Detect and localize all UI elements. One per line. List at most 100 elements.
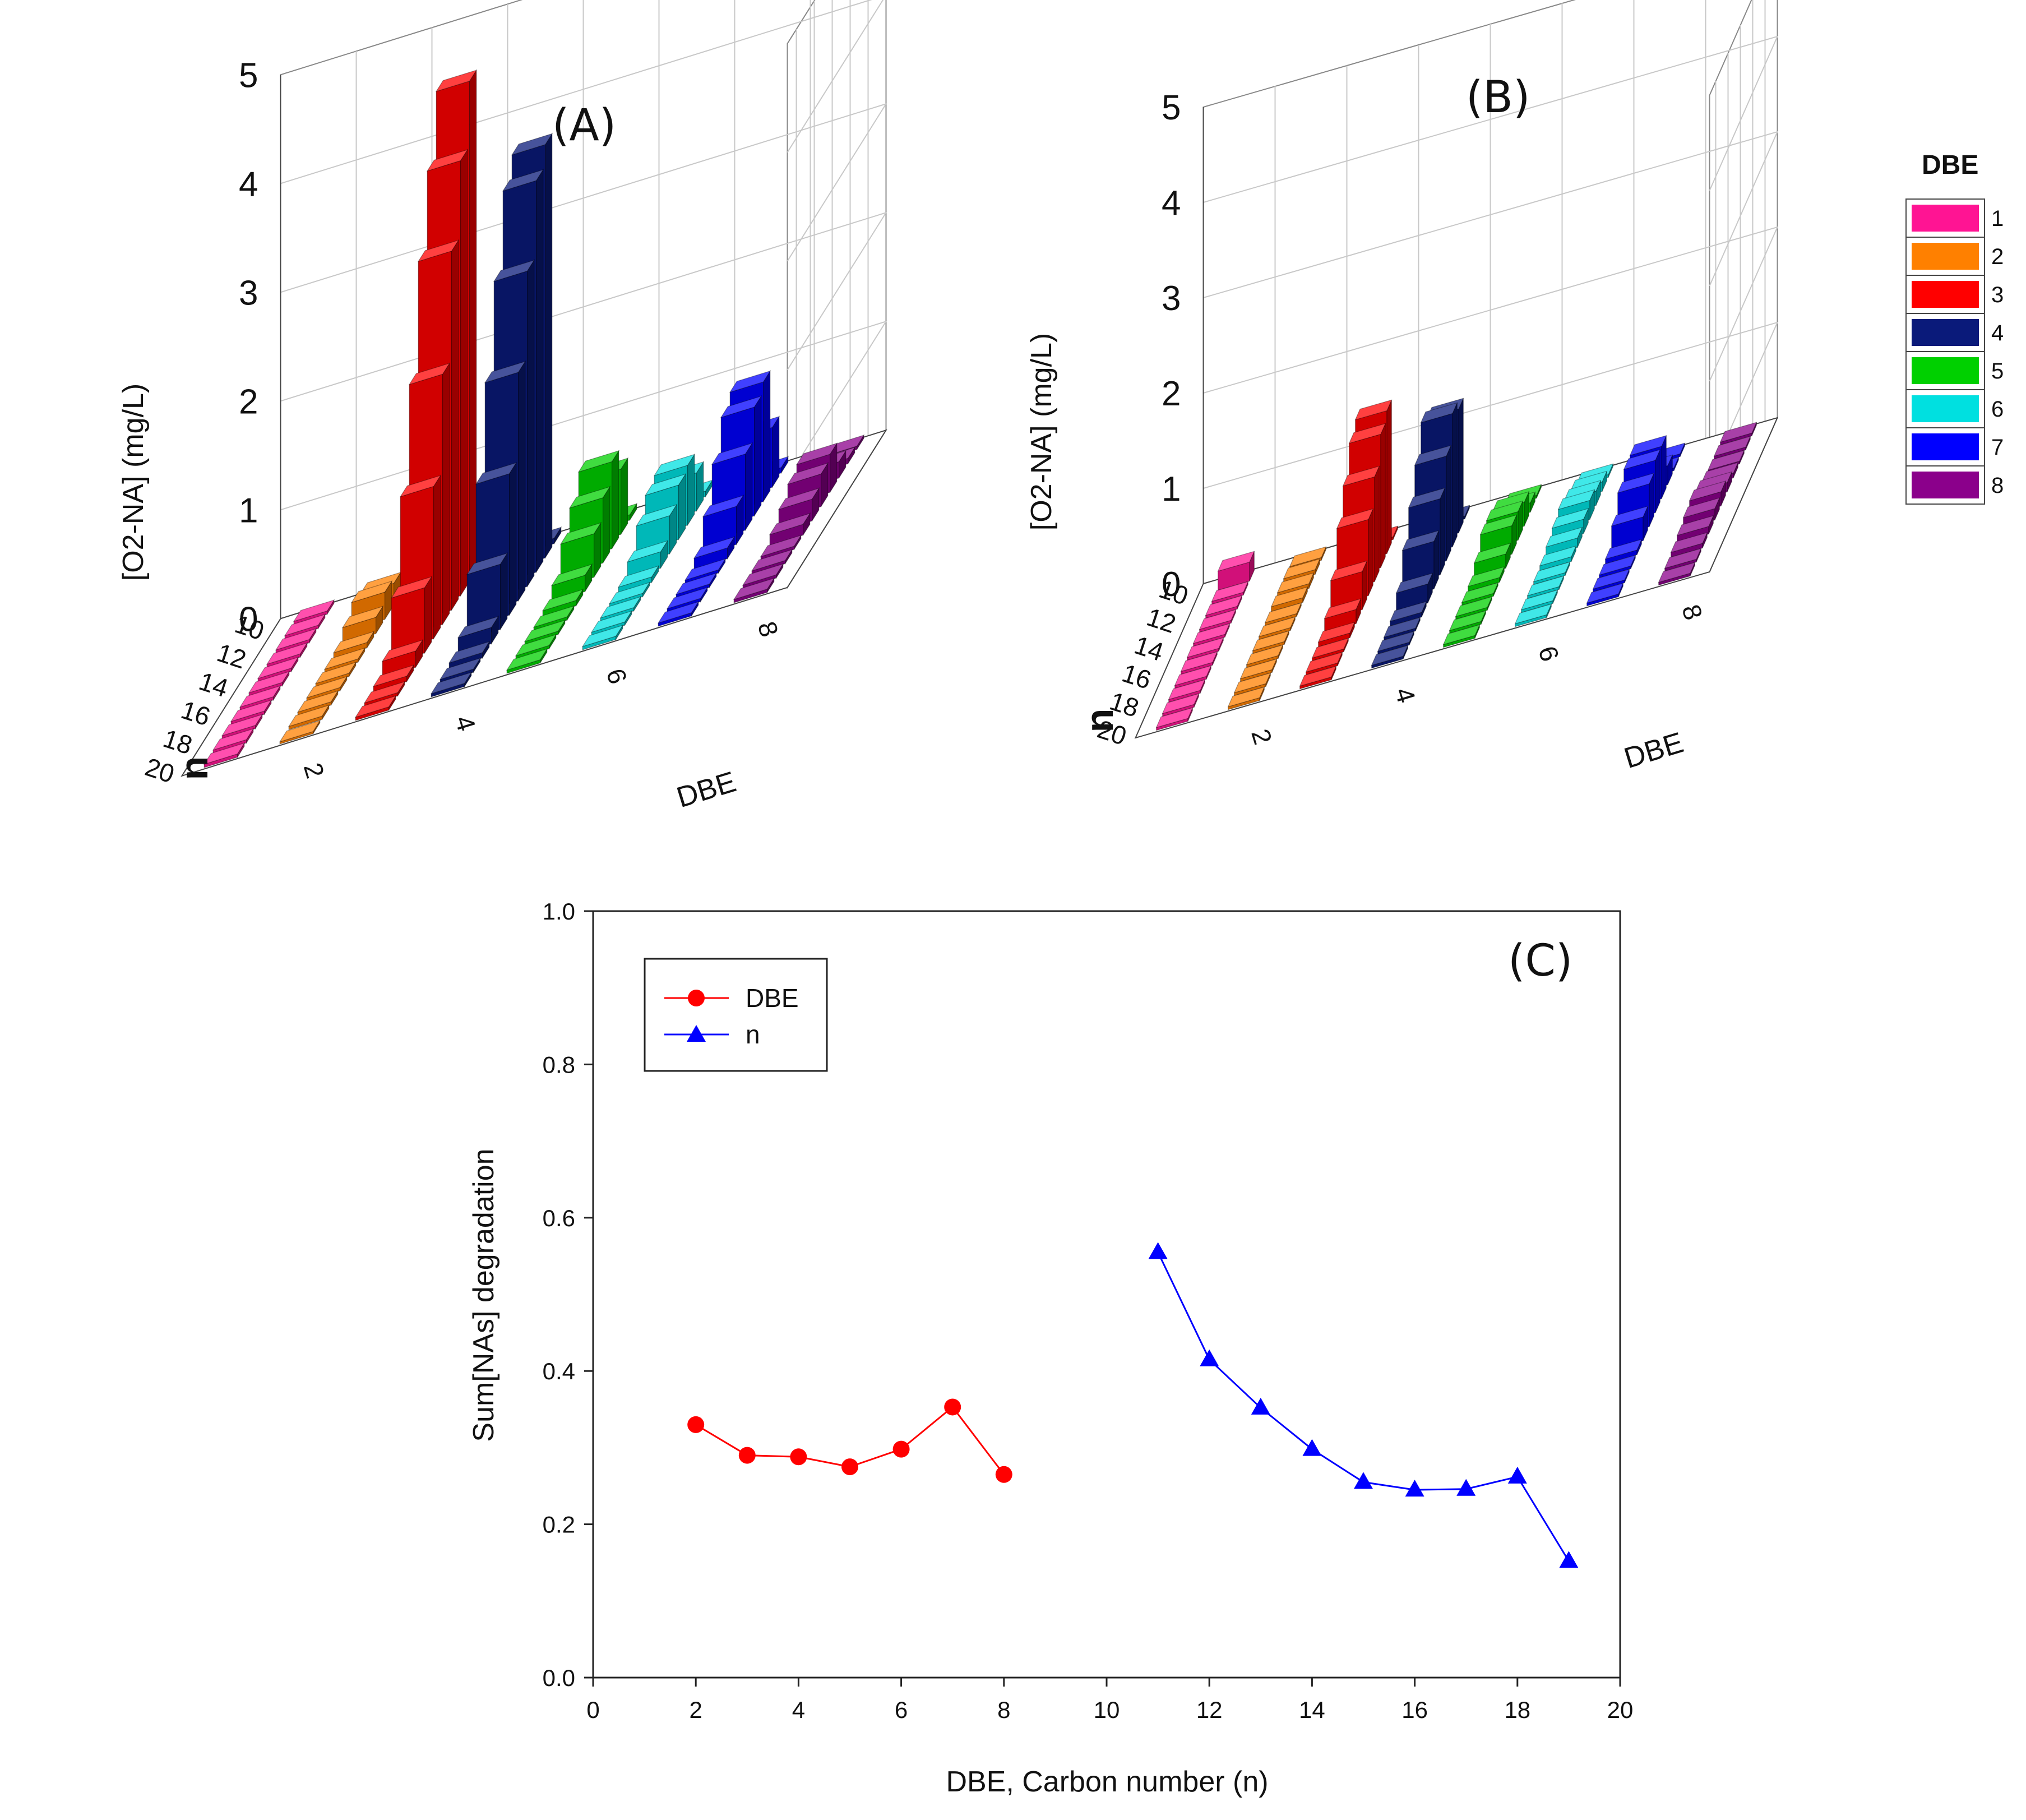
- bar-dbe7-n18: [1598, 555, 1636, 579]
- legend-label-8: 8: [1991, 473, 2004, 498]
- x-tick-label: 12: [1196, 1697, 1223, 1723]
- x-tick-label: 2: [690, 1697, 702, 1723]
- panel-b-label: (B): [1466, 72, 1530, 123]
- panel-a-label: (A): [552, 100, 616, 151]
- panel-a-z-axis-title: [O2-NA] (mg/L): [117, 384, 150, 581]
- bar-dbe1-n19: [1162, 693, 1200, 717]
- x-tick-label: 8: [997, 1697, 1010, 1723]
- bar-dbe6-n16: [1539, 545, 1577, 571]
- bar-dbe1-n16: [1180, 651, 1218, 675]
- data-point-n: [1405, 1480, 1424, 1497]
- bar-dbe8-n19: [1664, 548, 1702, 572]
- data-point-DBE: [841, 1458, 858, 1476]
- bar-dbe3-n17: [381, 639, 424, 678]
- legend-swatch-2: [1912, 243, 1979, 270]
- panel-c-x-axis-title: DBE, Carbon number (n): [946, 1766, 1268, 1798]
- bar-dbe1-n14: [1192, 623, 1231, 647]
- bar-dbe6-n20: [1514, 603, 1552, 627]
- panel-b-walls: [1134, 0, 1779, 739]
- bar-dbe3-n19: [1305, 652, 1343, 676]
- legend-items: 1 2 3 4 5 6 7 8: [1905, 198, 2004, 505]
- z-tick-label: 5: [239, 56, 258, 95]
- z-gridline: [1203, 226, 1779, 394]
- data-point-DBE: [790, 1448, 807, 1466]
- data-point-n: [1251, 1397, 1270, 1415]
- bar-dbe5-n17: [533, 604, 575, 631]
- bar-dbe7-n20: [657, 600, 700, 627]
- data-point-n: [1200, 1349, 1219, 1366]
- panel-b-bars: [1155, 398, 1757, 731]
- panel-c-legend: DBE n: [644, 958, 828, 1072]
- panel-c-line-chart: 0 2 4 6 8 10 12 14 16 18 200.00.20.40.60.81.0 (C) …: [468, 898, 1633, 1798]
- data-point-n: [1148, 1242, 1168, 1259]
- bar-dbe1-n19: [212, 727, 255, 754]
- z-tick-label: 0: [239, 600, 258, 639]
- bar-dbe2-n14: [1264, 602, 1302, 626]
- bar-dbe2-n13: [341, 605, 384, 645]
- bar-dbe3-n20: [1299, 666, 1337, 690]
- data-point-n: [1456, 1479, 1476, 1496]
- panel-c-y-axis-title: Sum[NAs] degradation: [468, 1148, 500, 1442]
- y-tick-label: 0.8: [543, 1051, 575, 1078]
- panel-c-legend-box: [644, 958, 828, 1072]
- bar-dbe3-n19: [363, 680, 406, 707]
- data-point-DBE: [738, 1447, 756, 1464]
- z-gridline: [280, 320, 887, 511]
- y-tick-label: 0.4: [543, 1358, 575, 1384]
- bar-dbe2-n17: [1246, 644, 1284, 668]
- data-point-DBE: [892, 1440, 910, 1458]
- bar-dbe5-n17: [1461, 582, 1499, 606]
- bar-dbe5-n16: [542, 588, 584, 617]
- bar-dbe2-n16: [314, 661, 357, 687]
- z-tick-label: 0: [1162, 565, 1181, 604]
- legend-label-1: 1: [1991, 206, 2004, 231]
- bar-dbe5-n18: [1455, 596, 1493, 620]
- bar-dbe5-n19: [515, 633, 557, 660]
- legend-swatch-6: [1912, 395, 1979, 422]
- bar-dbe4-n17: [1389, 600, 1427, 627]
- bar-dbe2-n19: [1233, 672, 1271, 696]
- legend-n-label: n: [746, 1020, 760, 1049]
- bar-dbe4-n20: [430, 671, 473, 697]
- bar-dbe6-n15: [626, 539, 669, 579]
- data-point-DBE: [687, 1416, 705, 1433]
- bar-dbe2-n14: [332, 630, 375, 659]
- bar-dbe1-n17: [230, 699, 272, 726]
- x-tick-label: 14: [1299, 1697, 1325, 1723]
- bar-dbe8-n18: [1670, 532, 1708, 558]
- z-gridline: [1203, 131, 1779, 298]
- bar-dbe4-n17: [457, 615, 499, 655]
- z-tick-label: 5: [1162, 89, 1181, 127]
- bar-dbe4-n19: [1377, 631, 1415, 655]
- bar-dbe2-n19: [288, 704, 330, 731]
- bar-dbe8-n19: [742, 562, 784, 589]
- bar-dbe8-n20: [733, 577, 775, 603]
- z-gridline: [280, 0, 884, 184]
- bar-dbe6-n19: [590, 609, 633, 636]
- series-n: [1148, 1242, 1579, 1568]
- bar-dbe7-n20: [1586, 583, 1624, 607]
- bar-dbe3-n18: [1311, 638, 1349, 662]
- x-tick-label: 20: [1607, 1697, 1634, 1723]
- z-tick-label: 4: [239, 165, 258, 204]
- bar-dbe2-n20: [1227, 686, 1265, 710]
- bar-dbe7-n19: [1592, 569, 1630, 593]
- bar-dbe7-n17: [1604, 538, 1643, 565]
- z-tick-label: 2: [1162, 375, 1181, 413]
- legend-swatch-5: [1912, 357, 1979, 384]
- y-tick-label: 0.6: [543, 1205, 575, 1231]
- y-tick-label: 1.0: [543, 898, 575, 925]
- bar-dbe1-n18: [1168, 679, 1206, 703]
- bar-dbe7-n18: [675, 572, 718, 598]
- legend-label-4: 4: [1991, 321, 2004, 345]
- z-gridline: [1203, 35, 1779, 203]
- bar-dbe6-n18: [599, 595, 642, 622]
- legend-label-6: 6: [1991, 397, 2004, 422]
- bar-dbe5-n15: [1473, 542, 1511, 578]
- panel-a-n-axis-title: n: [172, 756, 216, 780]
- bar-dbe7-n16: [1611, 505, 1649, 551]
- legend-n-marker: [687, 1025, 706, 1042]
- bar-dbe8-n20: [1658, 562, 1696, 586]
